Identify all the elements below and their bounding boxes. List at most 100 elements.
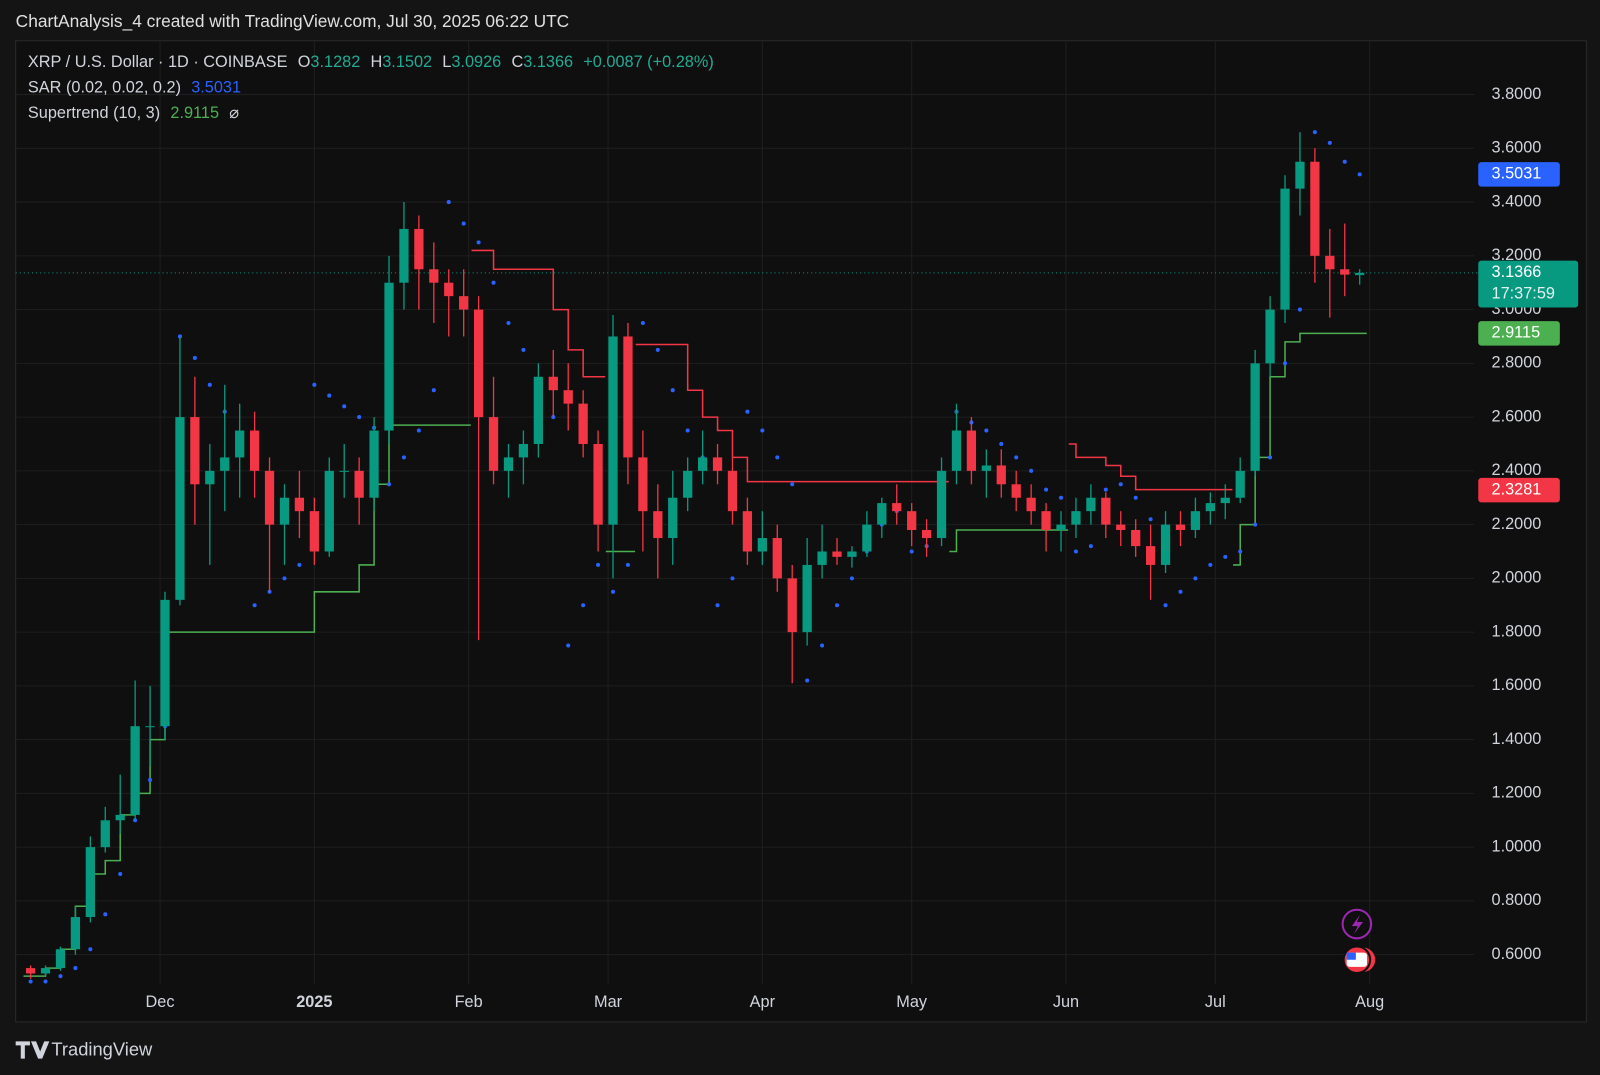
candle-body	[1131, 529, 1141, 547]
candle-body	[1280, 188, 1290, 310]
sar-dot	[327, 393, 332, 398]
icon	[1351, 914, 1363, 935]
sar-dot	[745, 409, 750, 414]
candle-body	[205, 470, 215, 485]
candle-body	[1250, 363, 1260, 471]
sar-dot	[1282, 361, 1288, 366]
supertrend-line	[949, 529, 1069, 553]
quote-key: O	[298, 54, 311, 72]
sar-dot	[88, 947, 93, 952]
y-tick-label: 2.8000	[1492, 354, 1542, 372]
candle-body	[459, 296, 469, 310]
candle-body	[235, 430, 245, 458]
sar-dot	[1357, 172, 1362, 177]
sar-dot	[1103, 487, 1108, 492]
quote-value: 3.1282	[310, 54, 360, 72]
candle-body	[1235, 470, 1245, 498]
sar-dot	[909, 549, 914, 554]
candle-body	[1175, 524, 1186, 530]
candle-body	[1086, 497, 1096, 512]
quote-value: 3.0926	[451, 54, 501, 72]
candle-body	[832, 551, 842, 557]
quote-key: L	[442, 54, 451, 72]
legend-quote: XRP / U.S. Dollar · 1D · COINBASE O3.1282…	[28, 54, 714, 72]
candle-body	[1101, 497, 1111, 525]
indicator-name: SAR (0.02, 0.02, 0.2)	[28, 79, 181, 97]
candle-body	[877, 503, 887, 525]
candle-body	[249, 430, 260, 471]
candles	[25, 132, 1365, 979]
candle-body	[533, 376, 543, 444]
candle-body	[518, 443, 529, 458]
sar-dot	[1044, 487, 1049, 492]
sar-dot	[1088, 544, 1093, 549]
sar-dot	[581, 603, 586, 608]
candle-body	[697, 457, 708, 471]
candle-body	[444, 282, 454, 297]
candle-body	[384, 282, 394, 431]
sar-dot	[566, 643, 571, 648]
candle-body	[190, 417, 200, 485]
x-tick-label: Jul	[1205, 993, 1226, 1011]
candle-body	[638, 457, 648, 512]
sar-dot	[655, 347, 660, 352]
sar-dot	[118, 871, 123, 877]
sar-dot	[790, 482, 795, 487]
supertrend-line	[1068, 443, 1233, 491]
candle-body	[369, 430, 379, 498]
candle-body	[1265, 309, 1275, 364]
y-tick-label: 1.6000	[1492, 676, 1542, 694]
sar-dot	[820, 643, 825, 648]
sar-dot	[297, 562, 302, 567]
candle-body	[847, 551, 857, 557]
candle-body	[1340, 269, 1350, 275]
candle-body	[100, 820, 110, 848]
sar-dot	[1223, 554, 1228, 559]
sar-dot	[192, 355, 197, 361]
candle-body	[1205, 503, 1215, 512]
brand: TradingView	[15, 1038, 153, 1059]
sar-dot	[1058, 495, 1064, 500]
sar-dot	[386, 482, 392, 487]
candle-body	[160, 599, 170, 727]
quote-key: C	[511, 54, 523, 72]
sar-dot	[416, 428, 421, 433]
supertrend-line	[471, 249, 606, 378]
candle-body	[1056, 524, 1066, 530]
candle-body	[115, 814, 125, 821]
sar-dot	[1178, 589, 1183, 594]
x-tick-label: Jun	[1053, 993, 1079, 1011]
candle-body	[578, 403, 588, 444]
candle-body	[1295, 161, 1305, 189]
candle-body	[145, 726, 155, 728]
x-tick-label: Aug	[1355, 993, 1384, 1011]
candle-body	[1116, 524, 1126, 530]
sar-dot	[849, 576, 854, 581]
sar-dot	[1253, 522, 1258, 527]
y-tick-label: 2.6000	[1492, 407, 1542, 425]
sar-dot	[1073, 549, 1078, 554]
candle-body	[907, 511, 917, 530]
sar-dot	[1014, 455, 1019, 460]
candle-body	[324, 470, 334, 552]
sar-dot	[1118, 482, 1123, 487]
sar-dot	[1208, 562, 1213, 567]
candle-body	[623, 336, 633, 458]
y-tick-label: 0.6000	[1492, 945, 1542, 963]
y-tick-label: 3.2000	[1492, 246, 1542, 264]
chart-panel	[15, 40, 1587, 1023]
candle-body	[339, 470, 349, 472]
candle-body	[85, 847, 95, 918]
sar-dot	[1029, 468, 1034, 473]
candle-body	[742, 511, 753, 552]
candle-body	[683, 470, 693, 498]
sar-dot	[446, 200, 451, 205]
candle-body	[981, 465, 991, 471]
sar-dot	[476, 240, 481, 245]
candle-body	[220, 457, 230, 471]
sar-dot	[506, 320, 511, 326]
indicator-value: 2.9115	[170, 105, 219, 123]
sar-dot	[312, 382, 317, 387]
price-label: 3.1366	[1492, 263, 1542, 281]
